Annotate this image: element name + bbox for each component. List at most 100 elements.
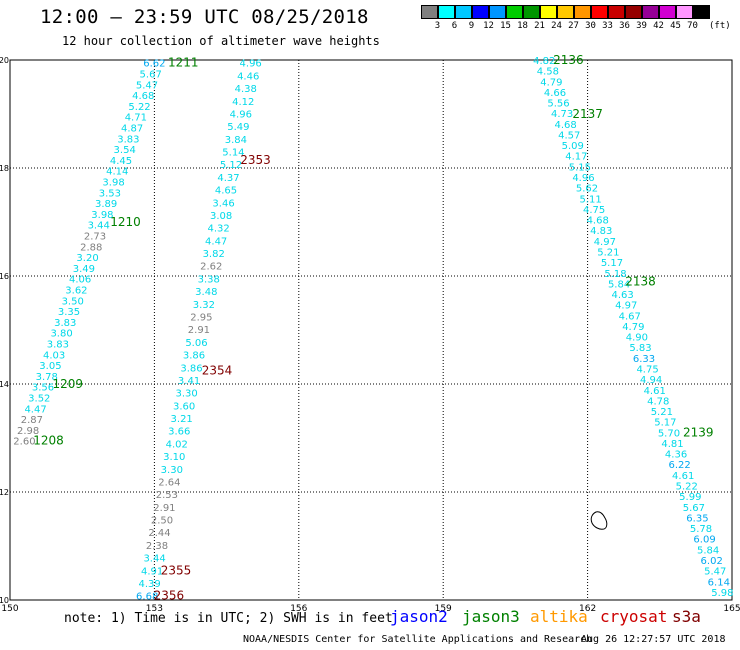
wave-height-value: 5.78	[690, 524, 712, 535]
legend-swatch	[523, 5, 540, 19]
wave-height-value: 3.46	[212, 198, 234, 209]
wave-height-value: 5.49	[227, 122, 249, 133]
pass-time-label: 1208	[33, 434, 64, 448]
y-tick-label: 12	[0, 488, 9, 497]
wave-height-value: 3.35	[58, 307, 80, 318]
wave-height-value: 6.22	[668, 460, 690, 471]
pass-time-label: 2138	[625, 274, 656, 288]
wave-height-value: 3.84	[225, 135, 247, 146]
wave-height-value: 4.73	[551, 109, 573, 120]
wave-height-value: 4.82	[533, 56, 555, 67]
wave-height-value: 3.32	[193, 300, 215, 311]
wave-height-value: 4.14	[106, 167, 128, 178]
wave-height-value: 3.56	[32, 383, 54, 394]
wave-height-value: 4.68	[555, 120, 577, 131]
y-tick-label: 18	[0, 164, 9, 173]
wave-height-value: 4.96	[572, 173, 594, 184]
wave-height-value: 4.68	[587, 216, 609, 227]
wave-height-value: 3.89	[95, 199, 117, 210]
wave-height-value: 5.47	[136, 80, 158, 91]
legend-swatch	[540, 5, 557, 19]
legend-swatch	[625, 5, 642, 19]
wave-height-value: 5.21	[597, 247, 619, 258]
wave-height-value: 4.96	[240, 59, 262, 70]
wave-height-value: 4.94	[640, 375, 662, 386]
legend-swatch	[506, 5, 523, 19]
wave-height-value: 4.06	[69, 275, 91, 286]
wave-height-value: 5.70	[658, 428, 680, 439]
wave-height-value: 3.05	[39, 361, 61, 372]
map-frame	[9, 59, 733, 601]
legend-label: 36	[619, 21, 630, 31]
credit-line: NOAA/NESDIS Center for Satellite Applica…	[243, 634, 593, 645]
wave-height-value: 4.61	[644, 386, 666, 397]
wave-height-value: 4.57	[558, 130, 580, 141]
wave-height-value: 3.54	[114, 145, 136, 156]
legend-swatch	[489, 5, 506, 19]
wave-height-value: 4.37	[217, 173, 239, 184]
wave-height-value: 3.86	[180, 363, 202, 374]
legend-swatch	[557, 5, 574, 19]
wave-height-value: 4.68	[132, 91, 154, 102]
color-legend	[421, 5, 710, 19]
wave-height-value: 2.38	[146, 541, 168, 552]
wave-height-value: 6.09	[693, 535, 715, 546]
wave-height-value: 3.49	[73, 264, 95, 275]
wave-height-value: 5.98	[711, 588, 733, 599]
wave-height-value: 2.60	[13, 437, 35, 448]
wave-height-value: 4.46	[237, 71, 259, 82]
legend-swatch	[659, 5, 676, 19]
pass-time-label: 2354	[202, 364, 233, 378]
wave-height-value: 4.47	[24, 404, 46, 415]
wave-height-value: 2.53	[156, 490, 178, 501]
legend-swatch	[472, 5, 489, 19]
altimeter-tracks: 6.625.675.474.685.224.714.873.833.544.45…	[13, 56, 733, 603]
wave-height-value: 2.73	[84, 232, 106, 243]
wave-height-value: 3.08	[210, 211, 232, 222]
wave-height-value: 3.78	[36, 372, 58, 383]
pass-labels: 1211 1210 1209 1208 2353 2354 2355 2356 2136 2137…	[33, 53, 713, 603]
legend-swatch	[608, 5, 625, 19]
wave-height-value: 3.98	[102, 178, 124, 189]
wave-height-value: 4.66	[544, 88, 566, 99]
wave-height-value: 5.62	[576, 184, 598, 195]
wave-height-value: 5.84	[608, 279, 630, 290]
wave-height-value: 3.48	[195, 287, 217, 298]
wave-height-value: 5.09	[562, 141, 584, 152]
legend-label: 24	[551, 21, 562, 31]
pass-time-label: 2139	[683, 426, 714, 440]
map-title: 12:00 — 23:59 UTC 08/25/2018	[40, 6, 369, 28]
x-tick-label: 150	[1, 604, 18, 614]
wave-height-value: 3.66	[168, 427, 190, 438]
legend-swatch	[591, 5, 608, 19]
generation-timestamp: Aug 26 12:27:57 UTC 2018	[581, 634, 726, 645]
wave-height-value: 2.64	[158, 477, 180, 488]
wave-height-value: 4.97	[615, 301, 637, 312]
wave-height-value: 4.67	[619, 311, 641, 322]
wave-height-value: 5.84	[697, 545, 719, 556]
wave-height-value: 4.96	[230, 109, 252, 120]
pass-time-label: 2355	[161, 563, 192, 577]
wave-height-value: 3.41	[178, 376, 200, 387]
wave-height-value: 5.99	[679, 492, 701, 503]
pass-time-label: 2353	[240, 153, 271, 167]
satellite-jason3: jason3	[462, 607, 520, 626]
wave-height-value: 3.98	[91, 210, 113, 221]
legend-label: 27	[568, 21, 579, 31]
wave-height-value: 4.47	[205, 236, 227, 247]
pass-time-label: 1209	[52, 377, 83, 391]
legend-swatch	[574, 5, 591, 19]
wave-height-value: 5.67	[683, 503, 705, 514]
wave-height-value: 3.53	[99, 188, 121, 199]
legend-swatch	[438, 5, 455, 19]
wave-height-value: 4.17	[565, 152, 587, 163]
wave-height-value: 4.38	[235, 84, 257, 95]
wave-height-value: 3.52	[28, 394, 50, 405]
x-tick-label: 156	[290, 604, 307, 614]
wave-height-value: 4.75	[636, 365, 658, 376]
wave-height-value: 3.30	[175, 389, 197, 400]
legend-unit: (ft)	[709, 21, 731, 31]
legend-label: 42	[653, 21, 664, 31]
wave-height-value: 3.82	[203, 249, 225, 260]
wave-height-value: 4.75	[583, 205, 605, 216]
